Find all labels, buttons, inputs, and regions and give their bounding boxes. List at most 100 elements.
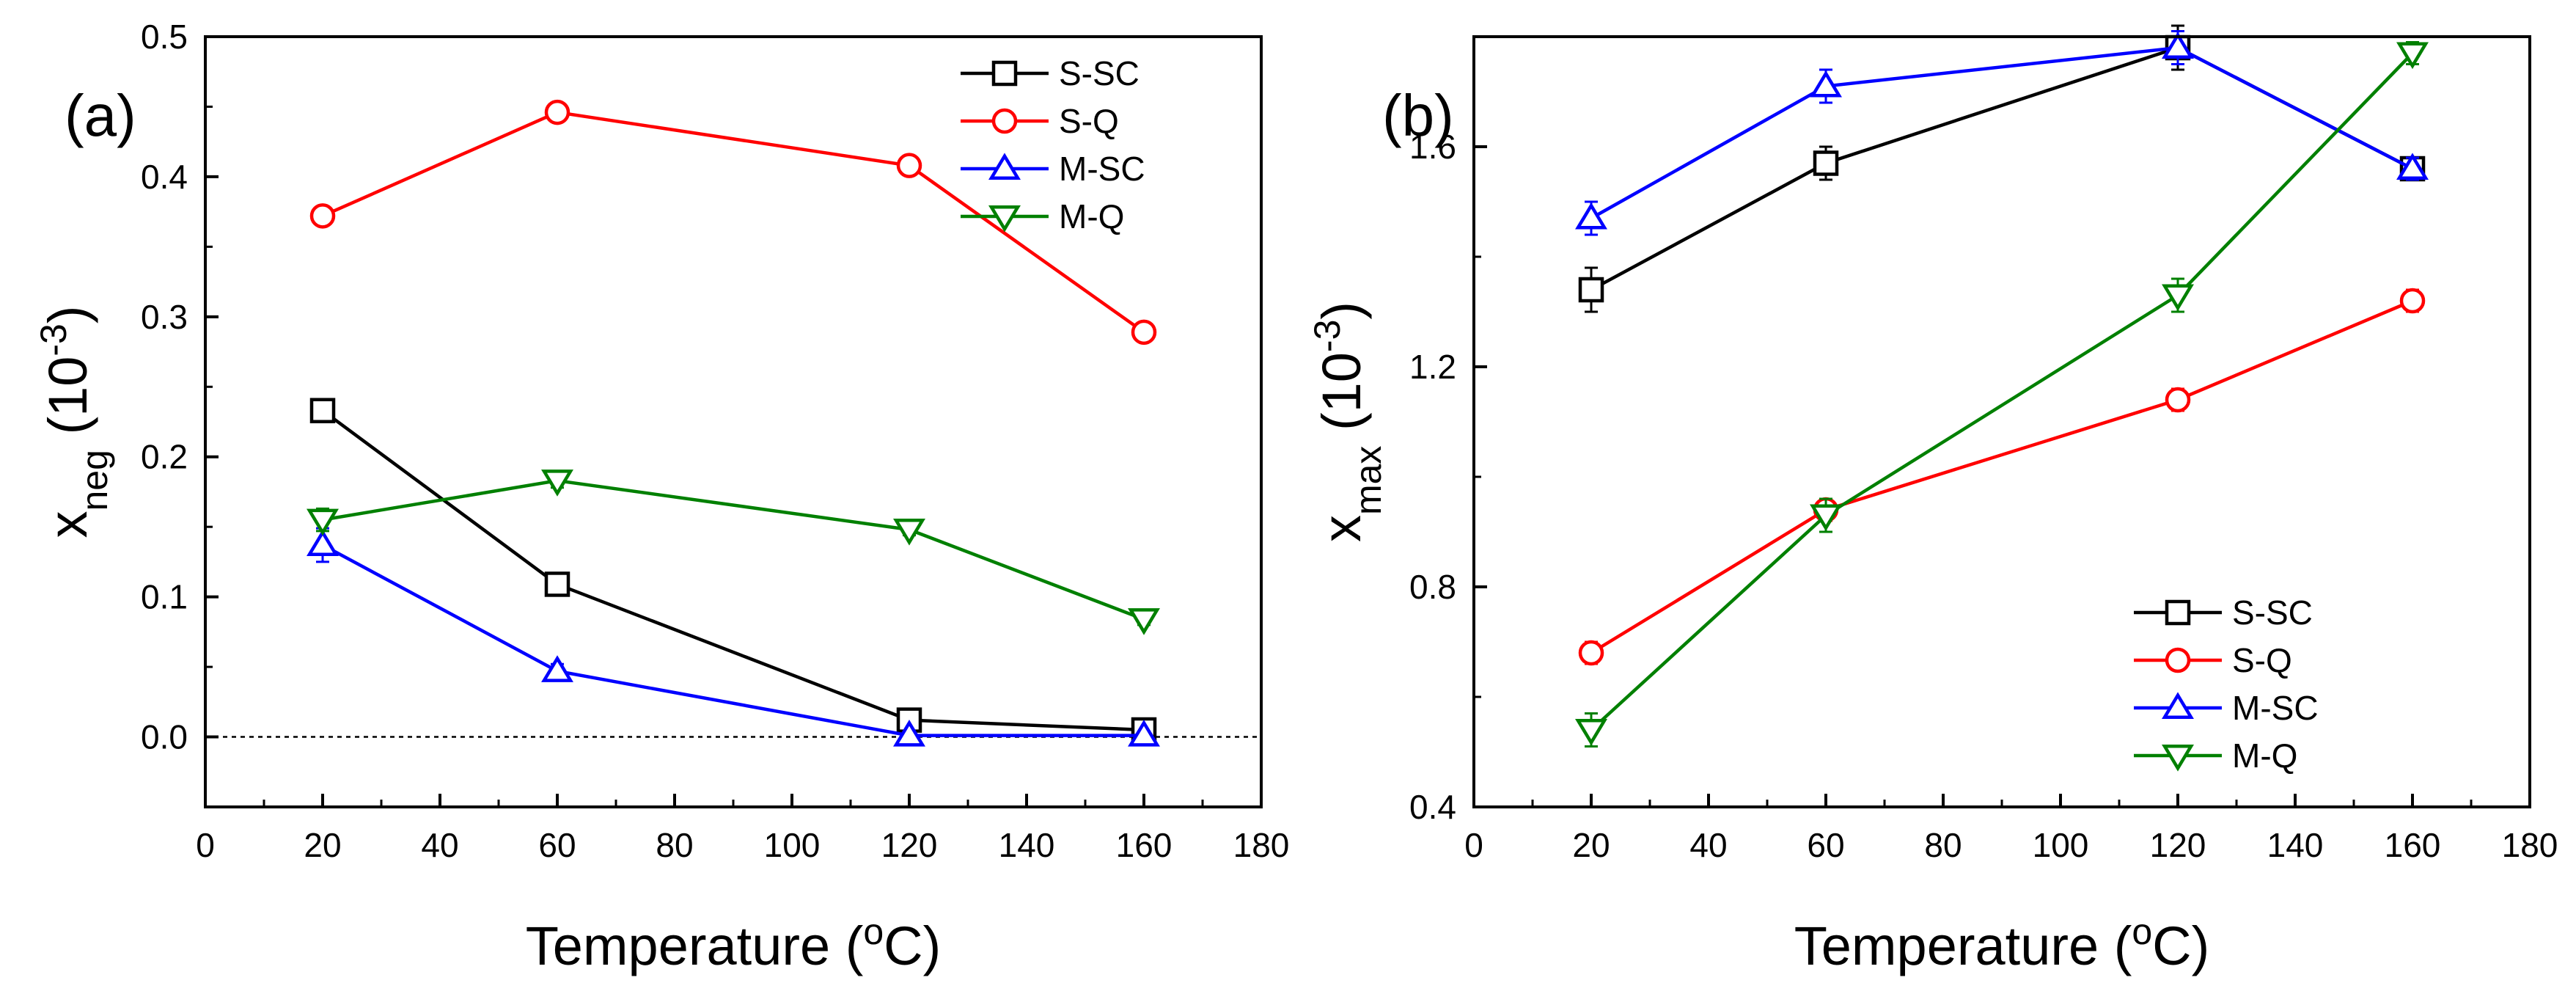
- legend-marker: [2162, 745, 2194, 772]
- legend-entry: S-Q: [2134, 641, 2292, 679]
- legend-entry: M-Q: [2134, 737, 2297, 775]
- panel-a-ticks-layer: 0 20 40 60 80 100 120 140 160 180 0.0 0.1 0.2 0.3 0.4 0…: [141, 18, 1289, 864]
- data-point: [893, 720, 925, 747]
- series-line: [1590, 299, 2413, 654]
- x-tick-label: 160: [1116, 826, 1173, 864]
- y-tick-label: 1.2: [1409, 348, 1456, 386]
- x-tick-label: 60: [538, 826, 576, 864]
- legend-label: M-Q: [2232, 737, 2297, 775]
- data-point: [2162, 32, 2194, 59]
- panel-a-x-axis-title: Temperature (oC): [526, 911, 942, 976]
- legend-entry: M-Q: [961, 197, 1124, 235]
- y-tick-label: 0.1: [141, 578, 188, 616]
- x-tick-label: 160: [2385, 826, 2441, 864]
- data-point: [896, 153, 922, 178]
- legend-entry: S-SC: [961, 54, 1140, 92]
- panel-a-y-axis-title: xneg (10-3): [33, 305, 115, 538]
- x-tick-label: 180: [1233, 826, 1290, 864]
- legend-label: S-Q: [2232, 641, 2292, 679]
- legend-entry: M-SC: [2134, 689, 2319, 727]
- legend-label: M-SC: [1059, 150, 1145, 188]
- series-S-SC: [309, 398, 1157, 743]
- x-tick-label: 40: [1689, 826, 1727, 864]
- data-point: [2399, 288, 2426, 314]
- panel-a-label: (a): [65, 83, 136, 148]
- x-tick-label: 0: [196, 826, 215, 864]
- y-tick-label: 0.4: [1409, 788, 1456, 826]
- data-point: [544, 571, 570, 597]
- panel-b-label: (b): [1382, 83, 1454, 148]
- data-point: [1131, 319, 1157, 346]
- series-M-SC: [307, 527, 1160, 747]
- data-point: [1578, 277, 1604, 303]
- data-point: [309, 398, 336, 423]
- data-point: [1575, 719, 1607, 746]
- x-tick-label: 80: [1924, 826, 1962, 864]
- series-M-Q: [307, 469, 1160, 635]
- x-tick-label: 120: [881, 826, 938, 864]
- series-line: [322, 110, 1145, 334]
- data-point: [1810, 70, 1842, 98]
- series-line: [1590, 45, 2414, 220]
- panel-b-y-axis-title: xmax (10-3): [1307, 302, 1389, 542]
- legend-marker: [2162, 692, 2194, 719]
- series-line: [321, 544, 1144, 737]
- x-tick-label: 60: [1807, 826, 1844, 864]
- panel-a: 0 20 40 60 80 100 120 140 160 180 0.0 0.1 0.2 0.3 0.4 0…: [33, 18, 1289, 976]
- series-line: [322, 478, 1145, 621]
- legend-label: S-SC: [2232, 593, 2313, 632]
- data-point: [2396, 153, 2429, 180]
- data-point: [1813, 150, 1839, 176]
- legend-marker: [991, 60, 1018, 87]
- y-tick-label: 0.3: [141, 298, 188, 336]
- series-S-Q: [309, 99, 1157, 346]
- data-point: [544, 99, 570, 125]
- x-tick-label: 140: [999, 826, 1055, 864]
- legend-marker: [988, 205, 1021, 233]
- x-tick-label: 120: [2150, 826, 2206, 864]
- panel-b: 0 20 40 60 80 100 120 140 160 180 0.4 0.8 1.2 1.6 (b)…: [1307, 24, 2558, 976]
- y-tick-label: 0.2: [141, 438, 188, 476]
- panel-b-x-axis-title: Temperature (oC): [1794, 911, 2210, 976]
- legend-entry: M-SC: [961, 150, 1145, 188]
- data-point: [307, 529, 339, 556]
- series-S-Q: [1578, 288, 2426, 666]
- y-tick-label: 1.6: [1409, 128, 1456, 166]
- data-point: [307, 508, 339, 536]
- data-point: [1128, 720, 1160, 747]
- panel-b-ticks-layer: 0 20 40 60 80 100 120 140 160 180 0.4 0.8 1.2 1.6: [1409, 128, 2558, 864]
- legend-label: S-Q: [1059, 102, 1119, 140]
- data-point: [309, 203, 336, 229]
- y-tick-label: 0.8: [1409, 568, 1456, 606]
- x-tick-label: 20: [304, 826, 341, 864]
- panel-a-legend: S-SC S-Q M-SC M-Q: [961, 54, 1145, 235]
- legend-label: S-SC: [1059, 54, 1140, 92]
- x-tick-label: 180: [2502, 826, 2558, 864]
- data-point: [541, 655, 573, 682]
- x-tick-label: 100: [764, 826, 821, 864]
- panel-b-series-layer: [1575, 24, 2429, 748]
- y-tick-label: 0.5: [141, 18, 188, 56]
- x-tick-label: 40: [421, 826, 458, 864]
- x-tick-label: 100: [2033, 826, 2089, 864]
- series-line: [321, 409, 1145, 732]
- x-tick-label: 140: [2267, 826, 2324, 864]
- data-point: [541, 469, 573, 497]
- data-point: [1578, 640, 1604, 666]
- panel-a-series-layer: [307, 99, 1160, 747]
- data-point: [1810, 504, 1842, 532]
- series-M-Q: [1575, 41, 2429, 748]
- data-point: [2162, 284, 2194, 312]
- series-line: [1590, 45, 2414, 291]
- legend-marker: [991, 108, 1018, 134]
- x-tick-label: 20: [1572, 826, 1610, 864]
- legend-label: M-SC: [2232, 689, 2319, 727]
- series-line: [1590, 51, 2414, 731]
- panel-b-legend: S-SC S-Q M-SC M-Q: [2134, 593, 2319, 775]
- legend-label: M-Q: [1059, 197, 1124, 235]
- y-tick-label: 0.4: [141, 158, 188, 196]
- legend-marker: [2165, 647, 2191, 673]
- x-tick-label: 80: [656, 826, 693, 864]
- data-point: [1128, 608, 1160, 635]
